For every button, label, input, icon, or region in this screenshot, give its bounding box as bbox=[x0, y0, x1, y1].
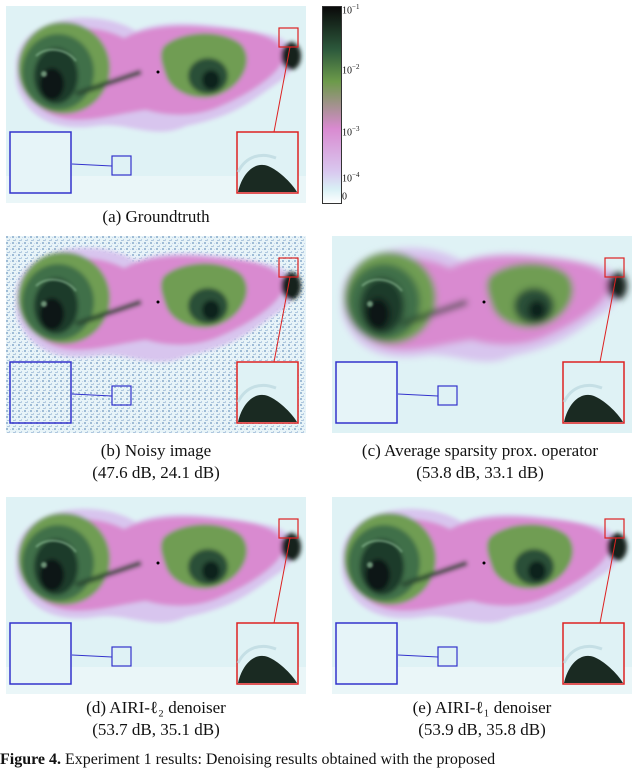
panel-e-image bbox=[332, 497, 632, 694]
panel-b-image bbox=[6, 236, 306, 433]
caption-d-title: (d) AIRI-ℓ₂ denoiser bbox=[86, 698, 226, 717]
panel-airi-l2 bbox=[6, 497, 306, 694]
colorbar-tick-1: 10−1 bbox=[342, 3, 360, 17]
panel-noisy bbox=[6, 236, 306, 433]
panel-d-image bbox=[6, 497, 306, 694]
panel-sparsity bbox=[332, 236, 632, 433]
caption-c-metrics: (53.8 dB, 33.1 dB) bbox=[416, 463, 544, 482]
caption-d: (d) AIRI-ℓ₂ denoiser (53.7 dB, 35.1 dB) bbox=[6, 697, 306, 741]
caption-e-title: (e) AIRI-ℓ₁ denoiser bbox=[412, 698, 552, 717]
figure-label: Figure 4. bbox=[0, 751, 62, 768]
caption-e-metrics: (53.9 dB, 35.8 dB) bbox=[418, 720, 546, 739]
figure-caption-text: Experiment 1 results: Denoising results … bbox=[61, 751, 496, 768]
colorbar-tick-2: 10−2 bbox=[342, 63, 360, 77]
caption-a: (a) Groundtruth bbox=[6, 206, 306, 228]
colorbar-tick-4: 10−4 bbox=[342, 171, 360, 185]
panel-a-image bbox=[6, 6, 306, 203]
caption-a-title: (a) Groundtruth bbox=[102, 207, 210, 226]
figure-caption: Figure 4. Experiment 1 results: Denoisin… bbox=[0, 750, 640, 770]
colorbar-tick-3: 10−3 bbox=[342, 125, 360, 139]
colorbar bbox=[322, 6, 342, 204]
caption-c-title: (c) Average sparsity prox. operator bbox=[361, 441, 599, 460]
caption-b: (b) Noisy image (47.6 dB, 24.1 dB) bbox=[6, 440, 306, 484]
colorbar-tick-5: 0 bbox=[342, 191, 347, 203]
panel-c-image bbox=[332, 236, 632, 433]
panel-airi-l1 bbox=[332, 497, 632, 694]
caption-e: (e) AIRI-ℓ₁ denoiser (53.9 dB, 35.8 dB) bbox=[332, 697, 632, 741]
panel-groundtruth bbox=[6, 6, 306, 203]
caption-b-title: (b) Noisy image bbox=[100, 441, 212, 460]
caption-d-metrics: (53.7 dB, 35.1 dB) bbox=[92, 720, 220, 739]
caption-b-metrics: (47.6 dB, 24.1 dB) bbox=[92, 463, 220, 482]
caption-c: (c) Average sparsity prox. operator (53.… bbox=[320, 440, 640, 484]
